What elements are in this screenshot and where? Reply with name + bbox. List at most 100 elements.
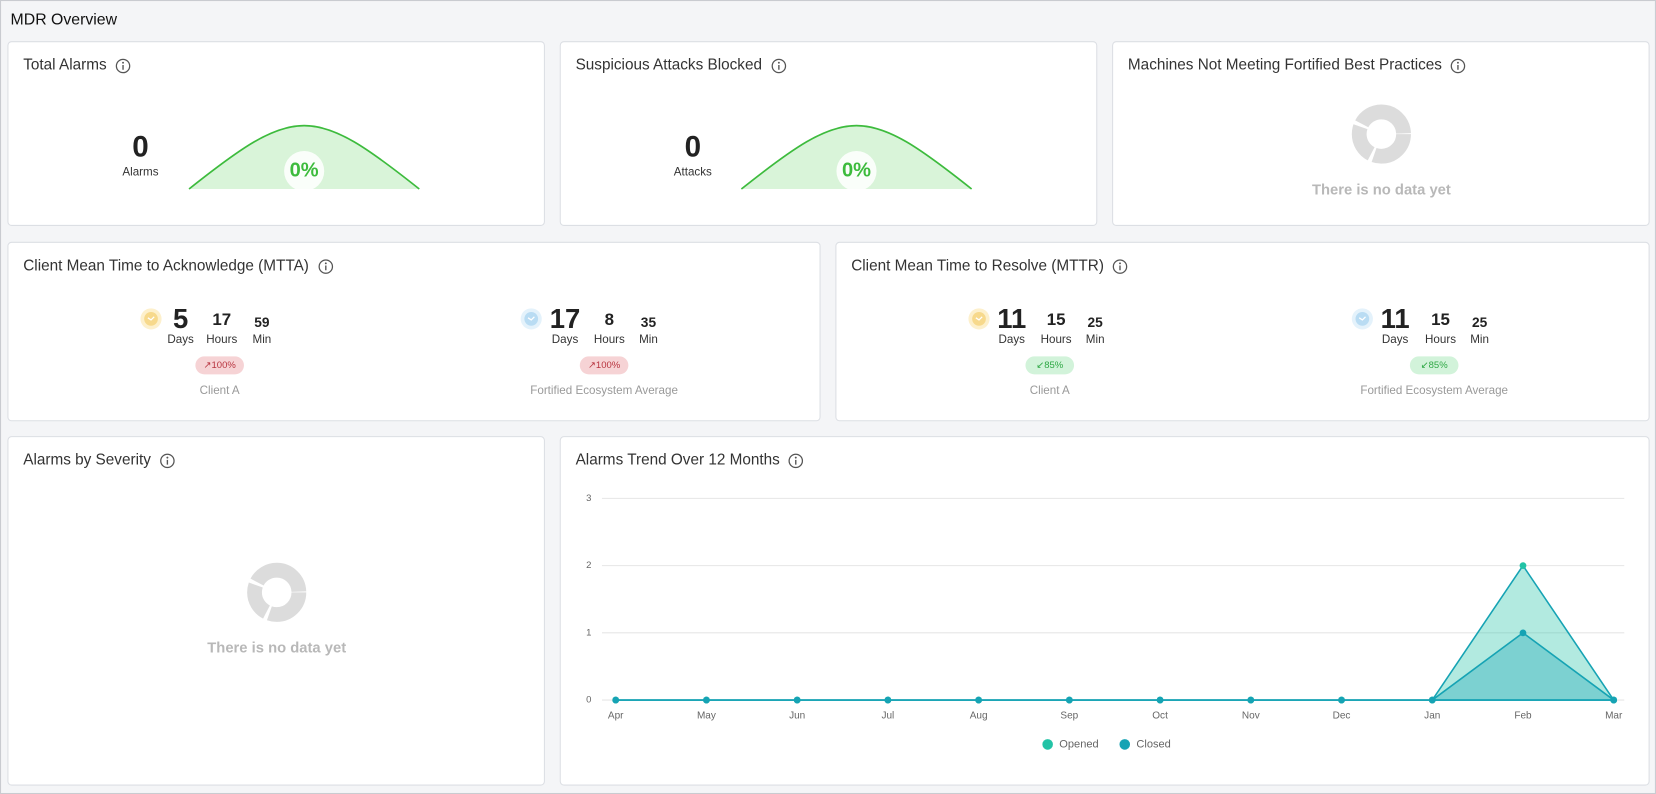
info-ring <box>1451 58 1466 73</box>
x-tick-label: Sep <box>1060 711 1078 722</box>
card: Total Alarms 0 Alarms 0% <box>7 41 545 226</box>
info-ring <box>317 258 333 274</box>
card: Alarms by Severity There is no data yet <box>7 436 545 786</box>
info-icon[interactable] <box>115 58 131 74</box>
title-text: Total Alarms <box>23 57 107 74</box>
title-text: Alarms by Severity <box>23 451 151 469</box>
card: 0 1 2 3 Apr May Jun Jul Aug Sep Oct Nov Dec Jan Feb Mar… <box>559 436 1650 786</box>
clock-icon <box>140 308 162 330</box>
x-tick-label: Feb <box>1514 711 1532 722</box>
min-unit: Min <box>1085 333 1105 347</box>
point <box>793 696 801 704</box>
info-dot <box>1119 261 1122 264</box>
gauge-label-bg <box>836 150 877 192</box>
clock-icon <box>520 308 542 330</box>
min-value: 25 <box>1087 314 1103 330</box>
gauge-percent: 0% <box>289 159 319 182</box>
gauge-curve <box>740 124 973 190</box>
title-text: Alarms Trend Over 12 Months <box>575 451 780 469</box>
info-icon[interactable] <box>788 452 804 468</box>
clock-icon <box>968 308 990 330</box>
hours-value: 8 <box>604 311 615 330</box>
point <box>1519 629 1527 637</box>
x-tick-label: Oct <box>1152 711 1168 722</box>
point <box>1338 696 1345 704</box>
group-label: Fortified Ecosystem Average <box>530 384 678 398</box>
info-dot <box>777 61 780 64</box>
info-dot <box>795 456 798 459</box>
x-tick-label: Nov <box>1242 711 1260 722</box>
days-unit: Days <box>1381 333 1409 347</box>
trend-chart: 0 1 2 3 Apr May Jun Jul Aug Sep Oct Nov Dec Jan Feb Mar… <box>586 493 1625 750</box>
card-title: Total Alarms <box>23 57 131 74</box>
days-unit: Days <box>167 333 194 347</box>
point <box>1156 696 1164 704</box>
point <box>975 696 983 704</box>
legend-label: Closed <box>1136 738 1170 750</box>
change-badge: ↗100% <box>195 356 244 375</box>
x-tick-label: Apr <box>608 711 624 722</box>
info-icon[interactable] <box>159 452 175 468</box>
min-unit: Min <box>639 333 658 347</box>
title-text: Client Mean Time to Resolve (MTTR) <box>851 257 1104 275</box>
icon-hand <box>975 316 983 321</box>
days-unit: Days <box>998 333 1025 347</box>
days-value: 11 <box>997 302 1027 335</box>
gauge-curve <box>188 124 420 190</box>
group-label: Fortified Ecosystem Average <box>1360 384 1509 398</box>
x-tick-label: Aug <box>970 711 988 722</box>
legend-label: Opened <box>1059 738 1098 750</box>
hours-unit: Hours <box>206 333 238 347</box>
info-icon[interactable] <box>1112 258 1128 274</box>
point <box>1610 696 1618 704</box>
min-unit: Min <box>1470 333 1489 347</box>
change-badge: ↙85% <box>1025 356 1075 375</box>
hours-unit: Hours <box>1425 333 1457 347</box>
kpi-unit: Alarms <box>122 165 159 179</box>
info-ring <box>771 58 786 73</box>
empty-donut <box>247 562 307 622</box>
clock-icon <box>1351 308 1373 330</box>
kpi-unit: Attacks <box>673 165 712 179</box>
info-icon[interactable] <box>317 258 333 274</box>
y-tick-label: 2 <box>586 560 591 571</box>
card: Client Mean Time to Acknowledge (MTTA) 5… <box>7 241 821 422</box>
hours-value: 17 <box>212 311 232 330</box>
point <box>1247 696 1255 704</box>
hours-unit: Hours <box>593 333 625 347</box>
legend-swatch <box>1119 739 1131 750</box>
icon-hand <box>1358 316 1366 321</box>
kpi-value: 0 <box>684 129 702 163</box>
card-title: Suspicious Attacks Blocked <box>576 57 787 74</box>
change-badge: ↗100% <box>579 356 629 375</box>
title-text: Suspicious Attacks Blocked <box>575 57 762 74</box>
icon-inner <box>144 312 158 326</box>
x-tick-label: Mar <box>1605 711 1623 722</box>
x-tick-label: Jan <box>1424 711 1440 722</box>
point <box>1065 696 1073 704</box>
card-title: Alarms Trend Over 12 Months <box>576 452 805 469</box>
days-value: 11 <box>1380 302 1410 335</box>
info-icon[interactable] <box>1450 58 1466 74</box>
hours-unit: Hours <box>1040 333 1072 347</box>
x-tick-label: Jun <box>789 711 805 722</box>
point <box>884 696 892 704</box>
info-dot <box>166 456 169 459</box>
card: Client Mean Time to Resolve (MTTR) 11 15 2… <box>835 241 1650 422</box>
gauge <box>740 124 973 192</box>
card: Machines Not Meeting Fortified Best Prac… <box>1112 41 1650 226</box>
kpi-value: 0 <box>132 129 149 163</box>
card-title: Client Mean Time to Resolve (MTTR) <box>851 258 1128 275</box>
group-label: Client A <box>199 384 240 398</box>
x-tick-label: Jul <box>881 711 894 722</box>
min-value: 59 <box>254 314 270 330</box>
info-icon[interactable] <box>770 58 786 74</box>
card-title: Machines Not Meeting Fortified Best Prac… <box>1128 57 1466 74</box>
min-unit: Min <box>252 333 272 347</box>
y-tick-label: 1 <box>586 627 591 638</box>
x-tick-label: May <box>697 711 716 722</box>
info-ring <box>159 453 175 468</box>
change-badge: ↙85% <box>1409 356 1459 375</box>
gauge-percent: 0% <box>841 159 872 182</box>
